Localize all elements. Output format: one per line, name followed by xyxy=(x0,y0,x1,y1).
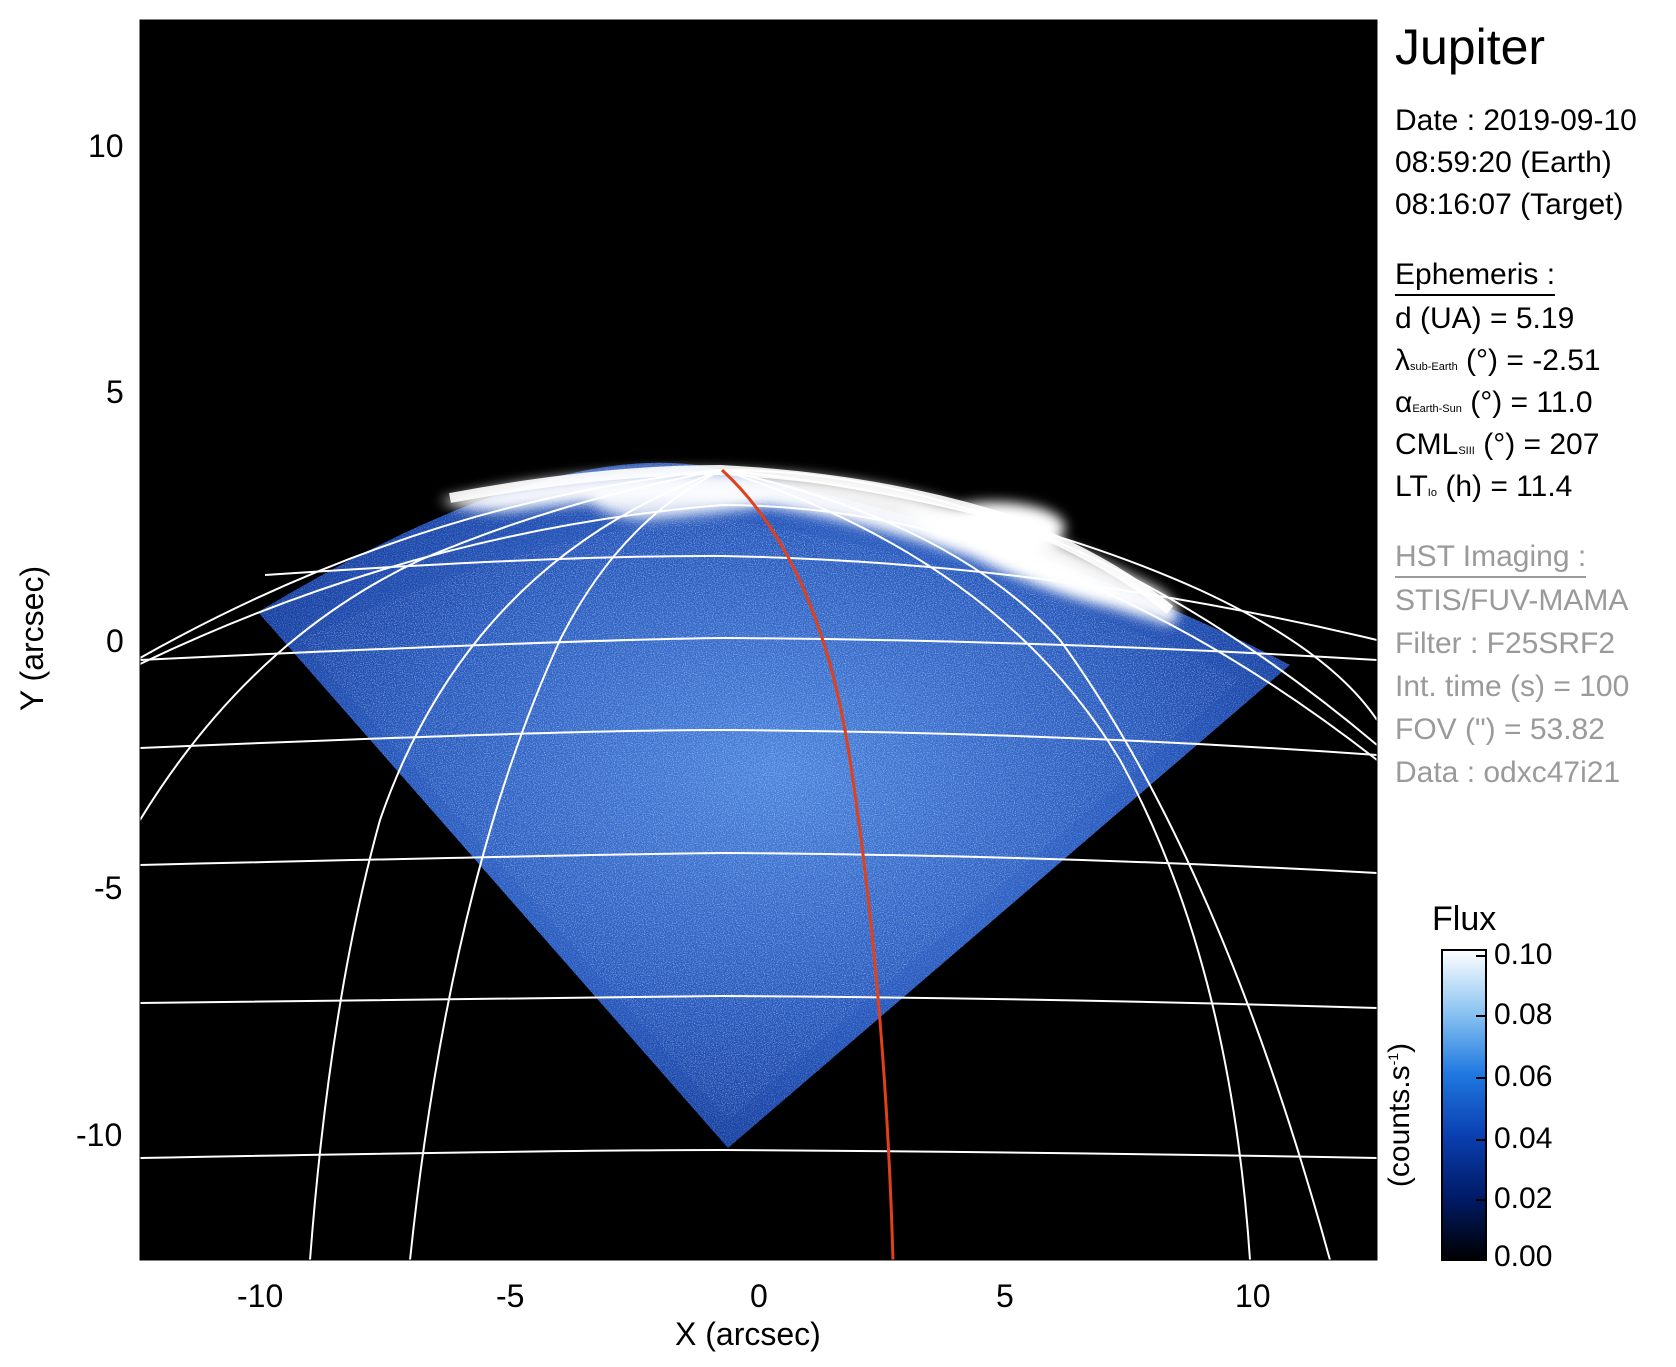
imaging-data-id: Data : odxc47i21 xyxy=(1395,756,1621,789)
image-content xyxy=(140,462,1377,1260)
y-tick-label: 10 xyxy=(88,128,124,164)
colorbar xyxy=(1441,949,1487,1261)
longitude-grid xyxy=(140,469,1377,1260)
planet-title: Jupiter xyxy=(1395,19,1546,75)
cml-value: (°) = 207 xyxy=(1483,428,1600,461)
colorbar-title: Flux xyxy=(1432,900,1497,938)
ephemeris-distance: d (UA) = 5.19 xyxy=(1395,302,1575,335)
lt-subscript: Io xyxy=(1427,487,1437,499)
x-tick-label: 0 xyxy=(750,1278,768,1314)
imaging-filter: Filter : F25SRF2 xyxy=(1395,627,1616,660)
alpha-value: (°) = 11.0 xyxy=(1470,386,1593,419)
date-text: Date : 2019-09-10 xyxy=(1395,104,1637,137)
ephemeris-sub-earth-latitude: λsub-Earth (°) = -2.51 xyxy=(1395,344,1601,378)
imaging-fov: FOV (") = 53.82 xyxy=(1395,713,1605,746)
y-tick-label: -5 xyxy=(94,870,123,906)
colorbar-tick-label: 0.08 xyxy=(1494,998,1553,1031)
cml-subscript: SIII xyxy=(1458,445,1475,457)
x-tick-label: -10 xyxy=(237,1278,284,1314)
colorbar-tick-label: 0.00 xyxy=(1494,1240,1553,1273)
time-earth-text: 08:59:20 (Earth) xyxy=(1395,146,1612,179)
lambda-value: (°) = -2.51 xyxy=(1466,344,1601,377)
x-tick-label: -5 xyxy=(496,1278,525,1314)
y-tick-label: 0 xyxy=(106,623,124,659)
ephemeris-local-time: LTIo (h) = 11.4 xyxy=(1395,470,1572,504)
ephemeris-heading-text: Ephemeris : xyxy=(1395,258,1556,296)
cml-symbol: CML xyxy=(1395,428,1459,461)
imaging-instrument: STIS/FUV-MAMA xyxy=(1395,584,1629,617)
y-tick-label: 5 xyxy=(106,374,124,410)
ephemeris-phase-angle: αEarth-Sun (°) = 11.0 xyxy=(1395,386,1593,420)
ephemeris-heading: Ephemeris : xyxy=(1395,258,1556,296)
lambda-symbol: λ xyxy=(1395,344,1410,377)
plot-frame xyxy=(139,19,1378,1261)
y-axis-label: Y (arcsec) xyxy=(14,565,51,712)
colorbar-ticks xyxy=(1476,955,1486,1201)
x-tick-label: 5 xyxy=(996,1278,1014,1314)
central-meridian-line xyxy=(720,468,895,1260)
colorbar-tick-label: 0.06 xyxy=(1494,1060,1553,1093)
colorbar-unit-text: (counts.s xyxy=(1383,1065,1417,1188)
colorbar-unit-label: (counts.s-1) xyxy=(1383,1043,1417,1187)
alpha-symbol: α xyxy=(1395,386,1413,419)
imaging-int-time: Int. time (s) = 100 xyxy=(1395,670,1630,703)
time-target-text: 08:16:07 (Target) xyxy=(1395,188,1624,221)
x-tick-label: 10 xyxy=(1235,1278,1271,1314)
colorbar-unit-close: ) xyxy=(1383,1042,1417,1053)
imaging-heading: HST Imaging : xyxy=(1395,540,1587,578)
colorbar-unit-exponent: -1 xyxy=(1385,1052,1402,1066)
x-axis-label: X (arcsec) xyxy=(675,1316,821,1352)
ephemeris-cml: CMLSIII (°) = 207 xyxy=(1395,428,1599,462)
lt-value: (h) = 11.4 xyxy=(1445,470,1573,503)
colorbar-tick-label: 0.10 xyxy=(1494,938,1553,971)
colorbar-tick-label: 0.04 xyxy=(1494,1122,1553,1155)
lt-symbol: LT xyxy=(1395,470,1428,503)
imaging-heading-text: HST Imaging : xyxy=(1395,540,1587,578)
disk-darker-noise xyxy=(300,520,1240,1120)
y-tick-label: -10 xyxy=(76,1117,123,1153)
lambda-subscript: sub-Earth xyxy=(1410,361,1458,373)
alpha-subscript: Earth-Sun xyxy=(1412,403,1462,415)
latitude-grid xyxy=(140,468,1377,1159)
colorbar-tick-label: 0.02 xyxy=(1494,1182,1553,1215)
